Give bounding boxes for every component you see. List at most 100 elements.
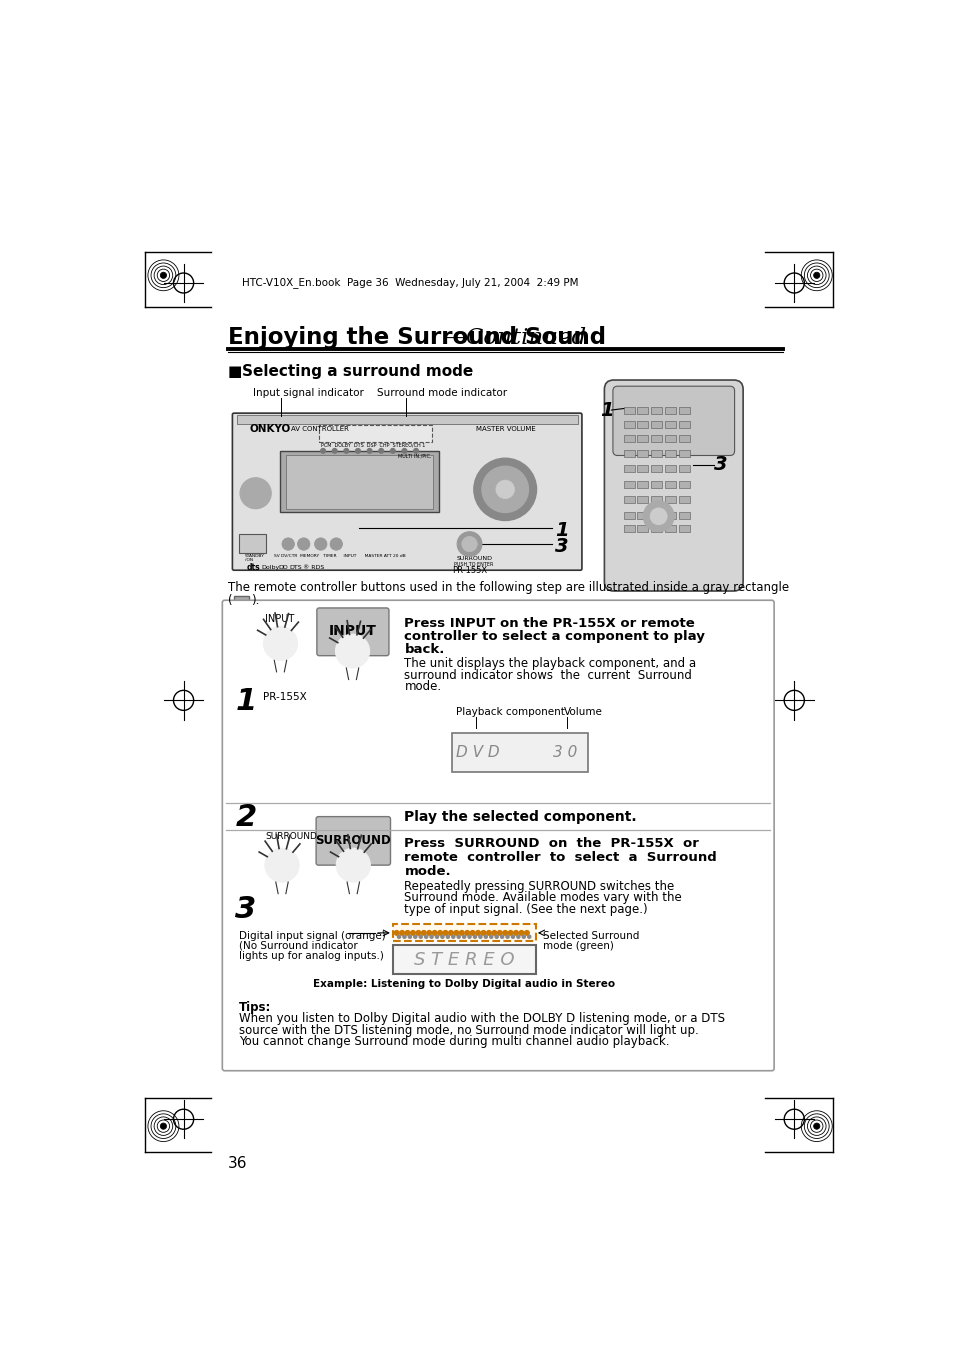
Text: ONKYO: ONKYO bbox=[249, 424, 291, 434]
Circle shape bbox=[527, 935, 530, 939]
Circle shape bbox=[430, 935, 433, 939]
Bar bbox=[637, 512, 647, 519]
Circle shape bbox=[518, 931, 523, 935]
Circle shape bbox=[513, 931, 517, 935]
Text: back.: back. bbox=[404, 643, 444, 657]
Text: Input signal indicator: Input signal indicator bbox=[253, 388, 363, 399]
Text: PR-155X: PR-155X bbox=[452, 566, 487, 574]
Bar bbox=[650, 524, 661, 532]
Circle shape bbox=[402, 449, 406, 453]
Bar bbox=[664, 512, 675, 519]
Bar bbox=[393, 946, 536, 974]
Bar bbox=[650, 450, 661, 457]
Bar bbox=[623, 524, 634, 532]
Bar bbox=[637, 496, 647, 503]
Circle shape bbox=[320, 449, 325, 453]
Text: Example: Listening to Dolby Digital audio in Stereo: Example: Listening to Dolby Digital audi… bbox=[313, 979, 615, 989]
Text: Digital input signal (orange): Digital input signal (orange) bbox=[239, 931, 386, 940]
Text: 3: 3 bbox=[714, 455, 727, 474]
Bar bbox=[650, 496, 661, 503]
Circle shape bbox=[446, 935, 449, 939]
Bar bbox=[664, 524, 675, 532]
Circle shape bbox=[414, 935, 416, 939]
Text: S T E R E O: S T E R E O bbox=[414, 951, 514, 969]
Text: Surround mode. Available modes vary with the: Surround mode. Available modes vary with… bbox=[404, 892, 681, 904]
Text: Enjoying the Surround Sound: Enjoying the Surround Sound bbox=[228, 326, 605, 349]
Circle shape bbox=[508, 931, 513, 935]
Text: Tips:: Tips: bbox=[239, 1001, 272, 1015]
Text: The unit displays the playback component, and a: The unit displays the playback component… bbox=[404, 657, 696, 670]
Text: MULTI IN./PIC.: MULTI IN./PIC. bbox=[397, 454, 432, 459]
Text: Playback component: Playback component bbox=[456, 707, 565, 717]
Circle shape bbox=[649, 508, 666, 524]
Circle shape bbox=[427, 931, 431, 935]
Bar bbox=[679, 496, 689, 503]
Text: ).: ). bbox=[251, 593, 259, 607]
Circle shape bbox=[332, 449, 336, 453]
Text: You cannot change Surround mode during multi channel audio playback.: You cannot change Surround mode during m… bbox=[239, 1035, 669, 1048]
Bar bbox=[679, 450, 689, 457]
Bar bbox=[664, 435, 675, 442]
FancyBboxPatch shape bbox=[604, 380, 742, 590]
Bar bbox=[319, 424, 431, 442]
Text: SURROUND: SURROUND bbox=[315, 834, 391, 847]
Circle shape bbox=[642, 501, 674, 532]
FancyBboxPatch shape bbox=[233, 413, 581, 570]
Circle shape bbox=[492, 931, 497, 935]
Bar bbox=[664, 481, 675, 488]
Bar bbox=[233, 596, 249, 605]
Circle shape bbox=[344, 449, 348, 453]
Circle shape bbox=[435, 935, 438, 939]
Circle shape bbox=[468, 935, 471, 939]
Circle shape bbox=[462, 935, 465, 939]
Bar bbox=[637, 407, 647, 413]
Circle shape bbox=[517, 935, 519, 939]
Circle shape bbox=[297, 538, 310, 550]
Bar bbox=[664, 496, 675, 503]
Bar bbox=[664, 407, 675, 413]
Bar bbox=[679, 512, 689, 519]
Bar bbox=[623, 407, 634, 413]
Circle shape bbox=[474, 458, 536, 520]
Circle shape bbox=[456, 935, 459, 939]
Circle shape bbox=[378, 449, 383, 453]
Circle shape bbox=[240, 478, 271, 508]
Circle shape bbox=[473, 935, 476, 939]
Bar bbox=[637, 435, 647, 442]
Bar bbox=[637, 481, 647, 488]
Circle shape bbox=[814, 273, 819, 277]
Bar bbox=[650, 435, 661, 442]
Text: type of input signal. (See the next page.): type of input signal. (See the next page… bbox=[404, 902, 647, 916]
Circle shape bbox=[511, 935, 514, 939]
Text: PUSH TO ENTER: PUSH TO ENTER bbox=[454, 562, 493, 566]
Bar bbox=[679, 435, 689, 442]
Bar bbox=[637, 450, 647, 457]
Bar bbox=[452, 734, 587, 771]
Text: D V D: D V D bbox=[456, 746, 499, 761]
Bar bbox=[623, 435, 634, 442]
Bar bbox=[637, 524, 647, 532]
Text: —Continued: —Continued bbox=[443, 327, 586, 349]
Text: 3 0: 3 0 bbox=[552, 746, 577, 761]
Circle shape bbox=[459, 931, 464, 935]
Circle shape bbox=[399, 931, 404, 935]
Text: Volume: Volume bbox=[563, 707, 602, 717]
Text: (: ( bbox=[228, 593, 233, 607]
Text: Press  SURROUND  on  the  PR-155X  or: Press SURROUND on the PR-155X or bbox=[404, 838, 699, 850]
Circle shape bbox=[486, 931, 491, 935]
Circle shape bbox=[335, 634, 369, 667]
Circle shape bbox=[161, 1124, 166, 1128]
Bar bbox=[623, 512, 634, 519]
FancyBboxPatch shape bbox=[222, 600, 773, 1071]
Text: Selecting a surround mode: Selecting a surround mode bbox=[241, 363, 473, 380]
Circle shape bbox=[443, 931, 447, 935]
Bar bbox=[650, 512, 661, 519]
Bar bbox=[664, 422, 675, 428]
Circle shape bbox=[335, 848, 370, 882]
Text: surround indicator shows  the  current  Surround: surround indicator shows the current Sur… bbox=[404, 669, 692, 682]
Circle shape bbox=[414, 449, 418, 453]
Text: PR-155X: PR-155X bbox=[262, 692, 306, 703]
Text: 2: 2 bbox=[235, 802, 256, 832]
Bar bbox=[664, 466, 675, 473]
Circle shape bbox=[814, 1124, 819, 1128]
